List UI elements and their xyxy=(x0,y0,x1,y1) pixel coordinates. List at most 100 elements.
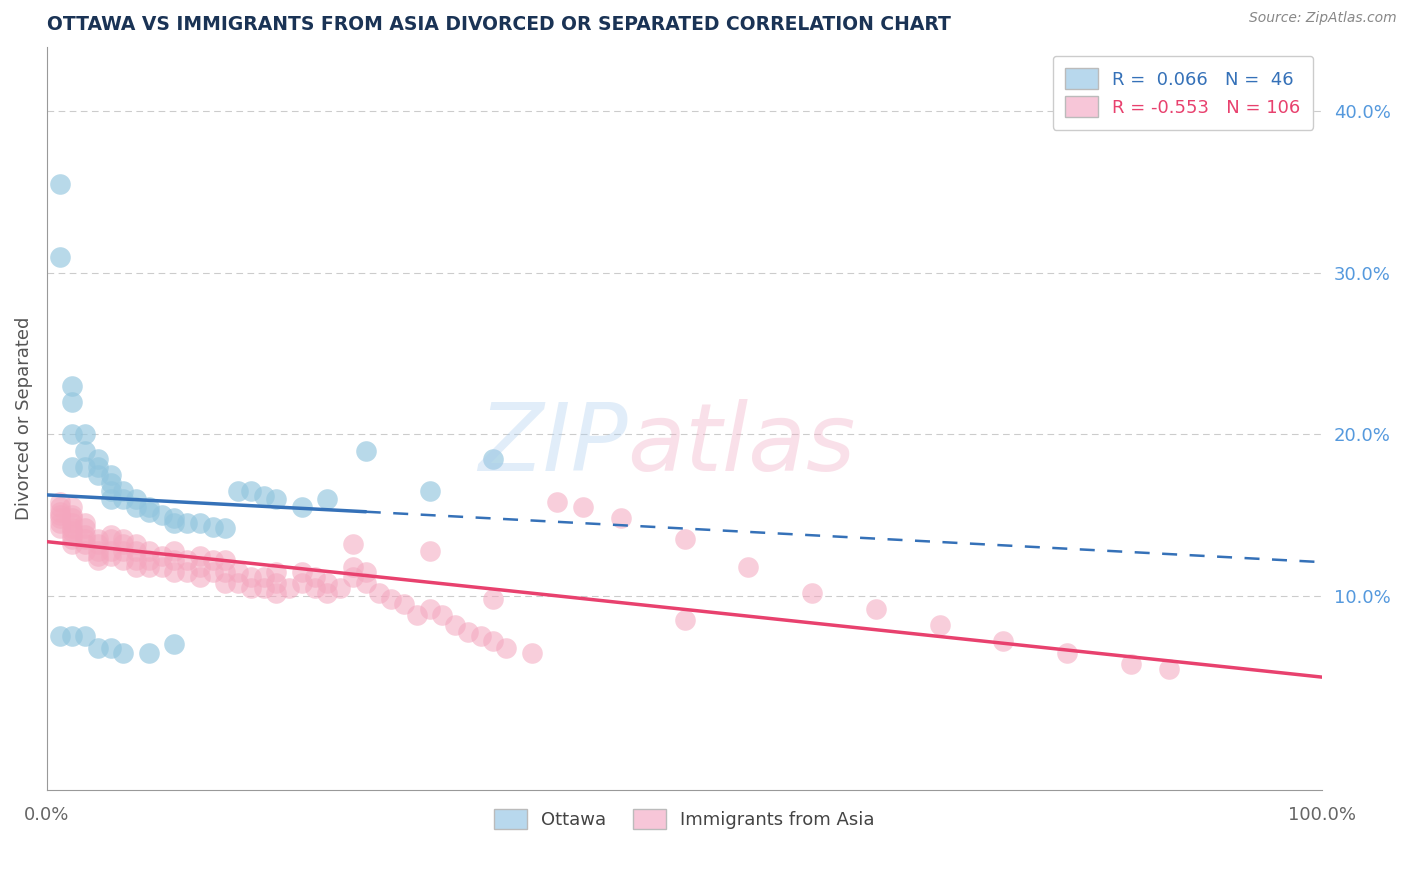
Point xyxy=(87,467,110,482)
Point xyxy=(48,516,70,531)
Point xyxy=(405,608,427,623)
Point xyxy=(928,618,950,632)
Point xyxy=(239,483,262,498)
Text: ZIP: ZIP xyxy=(478,399,627,490)
Point xyxy=(291,576,314,591)
Point xyxy=(266,586,288,600)
Text: Source: ZipAtlas.com: Source: ZipAtlas.com xyxy=(1249,11,1396,25)
Point xyxy=(316,576,339,591)
Point xyxy=(163,511,186,525)
Point xyxy=(188,569,211,583)
Point xyxy=(75,427,97,442)
Point xyxy=(214,521,236,535)
Point xyxy=(163,565,186,579)
Point xyxy=(48,500,70,515)
Point xyxy=(163,543,186,558)
Point xyxy=(100,483,122,498)
Point xyxy=(75,543,97,558)
Point xyxy=(304,581,326,595)
Point xyxy=(100,467,122,482)
Point xyxy=(150,560,173,574)
Point xyxy=(418,602,440,616)
Point xyxy=(457,624,479,639)
Point xyxy=(1056,646,1078,660)
Point xyxy=(48,495,70,509)
Point xyxy=(801,586,824,600)
Point xyxy=(75,537,97,551)
Point xyxy=(291,565,314,579)
Point xyxy=(278,581,301,595)
Point xyxy=(138,553,160,567)
Point xyxy=(482,634,505,648)
Point xyxy=(125,492,148,507)
Point xyxy=(48,629,70,643)
Point xyxy=(75,533,97,547)
Point xyxy=(495,640,517,655)
Point xyxy=(87,537,110,551)
Point xyxy=(163,516,186,531)
Point xyxy=(75,516,97,531)
Point xyxy=(100,533,122,547)
Point xyxy=(291,500,314,515)
Point xyxy=(176,553,198,567)
Point xyxy=(60,629,83,643)
Point xyxy=(354,576,377,591)
Point xyxy=(470,629,492,643)
Point xyxy=(75,459,97,474)
Point xyxy=(112,533,135,547)
Point xyxy=(75,443,97,458)
Point xyxy=(392,597,415,611)
Point xyxy=(304,569,326,583)
Point xyxy=(380,592,402,607)
Point xyxy=(125,543,148,558)
Point xyxy=(87,640,110,655)
Point xyxy=(226,565,249,579)
Point xyxy=(214,576,236,591)
Point xyxy=(112,483,135,498)
Point xyxy=(60,533,83,547)
Point xyxy=(342,560,364,574)
Point xyxy=(125,500,148,515)
Point xyxy=(571,500,593,515)
Point xyxy=(163,553,186,567)
Point xyxy=(201,519,224,533)
Point xyxy=(342,569,364,583)
Point xyxy=(125,537,148,551)
Point xyxy=(100,527,122,541)
Y-axis label: Divorced or Separated: Divorced or Separated xyxy=(15,317,32,520)
Point xyxy=(188,516,211,531)
Point xyxy=(112,553,135,567)
Point xyxy=(520,646,543,660)
Point xyxy=(266,565,288,579)
Point xyxy=(214,553,236,567)
Point xyxy=(60,395,83,409)
Point xyxy=(138,646,160,660)
Point xyxy=(1119,657,1142,671)
Point xyxy=(75,629,97,643)
Point xyxy=(100,492,122,507)
Point xyxy=(48,511,70,525)
Point xyxy=(253,569,276,583)
Point xyxy=(60,508,83,523)
Point xyxy=(432,608,454,623)
Point xyxy=(546,495,568,509)
Point xyxy=(87,553,110,567)
Point xyxy=(482,592,505,607)
Point xyxy=(48,521,70,535)
Point xyxy=(239,581,262,595)
Point xyxy=(60,521,83,535)
Point xyxy=(329,581,352,595)
Point xyxy=(482,451,505,466)
Point xyxy=(444,618,467,632)
Point xyxy=(266,576,288,591)
Point xyxy=(138,505,160,519)
Point xyxy=(239,569,262,583)
Point xyxy=(60,524,83,539)
Point xyxy=(87,549,110,563)
Point xyxy=(60,500,83,515)
Point xyxy=(138,543,160,558)
Point xyxy=(100,549,122,563)
Point xyxy=(112,646,135,660)
Point xyxy=(60,459,83,474)
Point xyxy=(48,250,70,264)
